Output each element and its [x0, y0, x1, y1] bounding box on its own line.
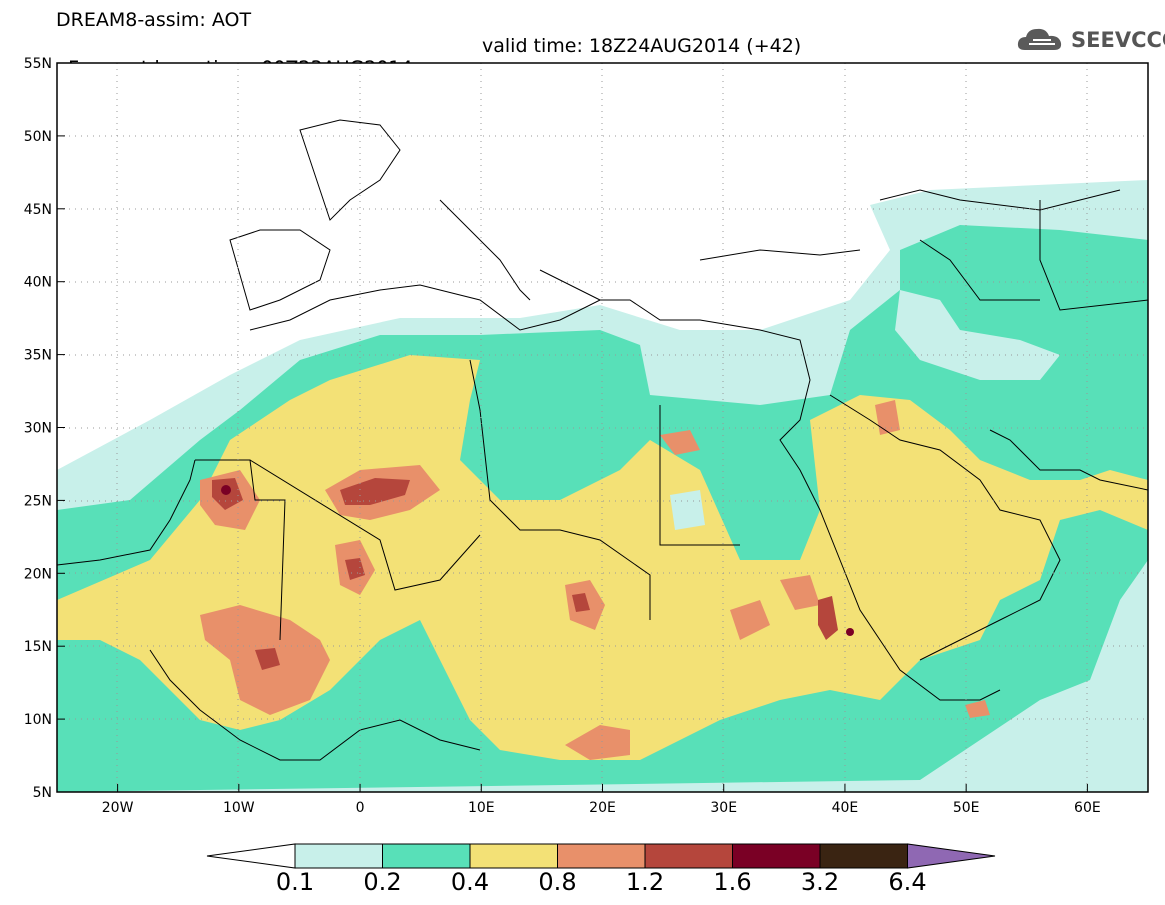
- colorbar-level-label: 3.2: [800, 868, 840, 896]
- lat-label: 10N: [24, 712, 52, 728]
- lat-label: 35N: [24, 348, 52, 364]
- colorbar-swatch: [819, 843, 908, 869]
- colorbar: [206, 843, 996, 869]
- colorbar-swatch: [644, 843, 733, 869]
- lat-label: 20N: [24, 566, 52, 582]
- lat-label: 55N: [24, 56, 52, 72]
- colorbar-swatch: [294, 843, 383, 869]
- colorbar-swatch: [469, 843, 558, 869]
- lon-label: 0: [356, 800, 365, 816]
- lon-label: 40E: [832, 800, 859, 816]
- valid-time-label: valid time: 18Z24AUG2014 (+42): [482, 35, 802, 57]
- colorbar-swatch: [382, 843, 471, 869]
- latitude-axis: 55N 50N 45N 40N 35N 30N 25N 20N 15N 10N 5N: [24, 56, 65, 801]
- lon-label: 10E: [468, 800, 495, 816]
- colorbar-level-label: 0.2: [363, 868, 402, 896]
- map-title: DREAM8-assim: AOT: [56, 9, 252, 31]
- colorbar-level-label: 0.1: [275, 868, 315, 896]
- colorbar-swatch: [732, 843, 821, 869]
- lat-label: 40N: [24, 275, 52, 291]
- colorbar-level-label: 6.4: [888, 868, 927, 896]
- lon-label: 10W: [223, 800, 255, 816]
- colorbar-level-label: 0.4: [450, 868, 490, 896]
- lat-label: 45N: [24, 202, 52, 218]
- colorbar-under-triangle: [206, 843, 296, 869]
- colorbar-over-triangle: [907, 843, 996, 869]
- lat-label: 5N: [33, 785, 52, 801]
- lon-label: 20W: [102, 800, 134, 816]
- lon-label: 20E: [589, 800, 616, 816]
- lat-label: 50N: [24, 129, 52, 145]
- lon-label: 60E: [1074, 800, 1101, 816]
- coastlines: [57, 119, 1148, 761]
- lat-label: 30N: [24, 421, 52, 437]
- lat-label: 25N: [24, 493, 52, 509]
- seevccc-logo: SEEVCCC: [1015, 24, 1165, 56]
- colorbar-level-label: 1.2: [625, 868, 665, 896]
- colorbar-level-label: 1.6: [713, 868, 752, 896]
- cloud-icon: [1017, 28, 1062, 50]
- lat-label: 15N: [24, 639, 52, 655]
- aot-field: [57, 180, 1148, 792]
- lon-label: 50E: [953, 800, 980, 816]
- lon-label: 30E: [710, 800, 737, 816]
- longitude-axis: 20W 10W 0 10E 20E 30E 40E 50E 60E: [102, 784, 1101, 816]
- colorbar-swatch: [557, 843, 646, 869]
- logo-text: SEEVCCC: [1071, 28, 1165, 52]
- colorbar-level-label: 0.8: [538, 868, 577, 896]
